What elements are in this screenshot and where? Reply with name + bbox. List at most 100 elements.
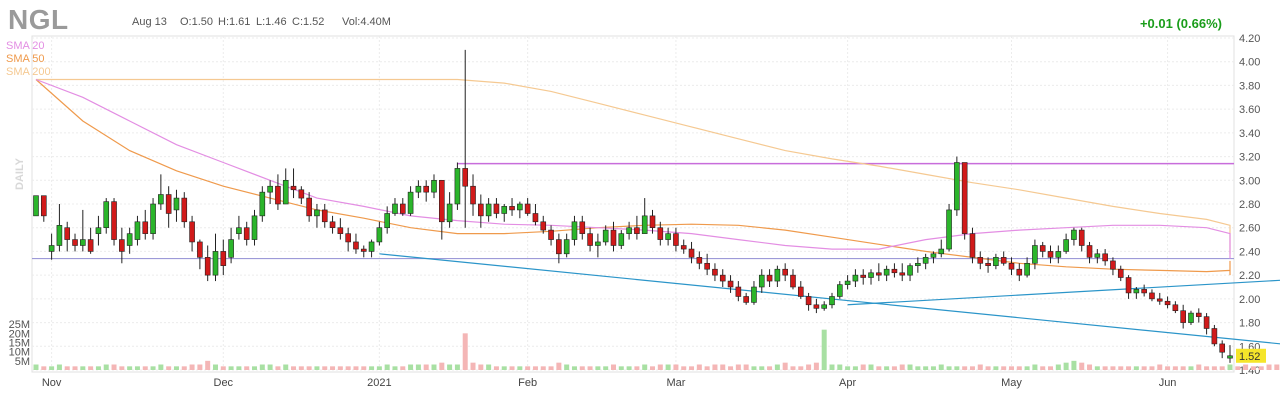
x-tick-label: Nov <box>42 377 62 389</box>
price-tick-label: 2.80 <box>1239 199 1260 211</box>
volume-bar <box>540 366 546 370</box>
candle-body <box>251 215 258 240</box>
volume-bar <box>345 366 351 370</box>
x-tick-label: Mar <box>666 377 685 389</box>
volume-bar <box>1055 364 1061 370</box>
candle-body <box>1203 316 1210 329</box>
candle-body <box>173 197 180 211</box>
candle-body <box>212 251 219 276</box>
candle-body <box>883 268 890 276</box>
volume-bar <box>860 364 866 370</box>
price-tick-label: 2.60 <box>1239 223 1260 235</box>
sma50-legend: SMA 50 <box>6 53 45 65</box>
volume-bar <box>462 333 468 370</box>
candle-body <box>126 233 133 246</box>
candle-body <box>641 215 648 234</box>
volume-bar <box>681 366 687 370</box>
volume-bar <box>88 366 94 370</box>
volume-bar <box>361 366 367 370</box>
volume-bar <box>977 364 983 370</box>
price-tick-label: 3.20 <box>1239 152 1260 164</box>
candle-body <box>969 233 976 258</box>
volume-bar <box>642 364 648 370</box>
volume-bar <box>1188 366 1194 370</box>
volume-bar <box>1243 364 1249 370</box>
volume-bar <box>1204 366 1210 370</box>
volume-bar <box>891 366 897 370</box>
low-value: L:1.46 <box>256 16 287 28</box>
candle-body <box>259 191 266 217</box>
candle-body <box>1102 253 1108 262</box>
candle-body <box>111 201 117 240</box>
candle-body <box>360 248 367 252</box>
candle-body <box>805 296 812 306</box>
candle-body <box>954 162 960 211</box>
volume-bar <box>158 364 164 370</box>
volume-bar <box>142 366 148 370</box>
price-tick-label: 4.00 <box>1239 57 1260 69</box>
candle-body <box>688 248 695 258</box>
candle-body <box>275 185 281 205</box>
volume-tick-label: 10M <box>9 347 30 359</box>
candle-body <box>392 203 398 214</box>
volume-bar <box>205 360 211 370</box>
volume-bar <box>95 366 101 370</box>
volume-bar <box>868 364 874 370</box>
candle-body <box>415 185 422 193</box>
volume-bar <box>1149 366 1155 370</box>
candle-body <box>829 296 835 306</box>
volume-value: Vol:4.40M <box>342 16 391 28</box>
volume-bar <box>33 364 39 370</box>
candle-body <box>1071 229 1077 240</box>
volume-bar <box>150 366 156 370</box>
volume-bar <box>610 364 616 370</box>
volume-bar <box>1024 366 1030 370</box>
candle-body <box>142 221 149 234</box>
candle-body <box>915 262 921 266</box>
candle-body <box>439 179 445 223</box>
volume-bar <box>439 362 445 370</box>
open-value: O:1.50 <box>180 16 214 28</box>
volume-bar <box>197 364 203 370</box>
candle-body <box>64 227 71 240</box>
volume-bar <box>1102 366 1108 370</box>
last-price-label: 1.52 <box>1239 351 1260 363</box>
price-tick-label: 4.20 <box>1239 33 1260 45</box>
volume-bar <box>767 366 773 370</box>
volume-bar <box>1094 366 1100 370</box>
volume-bar <box>1133 366 1139 370</box>
candle-body <box>509 206 515 211</box>
volume-bar <box>517 366 523 370</box>
candle-body <box>579 221 586 234</box>
volume-bar <box>650 366 656 370</box>
volume-bar <box>1071 360 1077 370</box>
candle-body <box>384 213 390 229</box>
volume-bar <box>564 364 570 370</box>
volume-bar <box>1172 366 1178 370</box>
x-tick-label: May <box>1001 377 1022 389</box>
volume-bar <box>408 364 414 370</box>
candle-body <box>844 280 851 285</box>
volume-bar <box>993 366 999 370</box>
volume-bar <box>1079 362 1085 370</box>
candle-body <box>1141 289 1147 294</box>
volume-bar <box>696 364 702 370</box>
trendline-up <box>847 279 1280 306</box>
candle-body <box>1156 298 1163 302</box>
volume-bar <box>49 366 55 370</box>
candle-body <box>1133 289 1140 294</box>
volume-bar <box>212 364 218 370</box>
candle-body <box>719 274 726 282</box>
volume-bar <box>501 366 507 370</box>
candle-body <box>946 209 952 250</box>
candle-body <box>1024 262 1030 276</box>
volume-bar <box>603 366 609 370</box>
price-tick-label: 2.00 <box>1239 294 1260 306</box>
volume-bar <box>392 366 398 370</box>
candle-body <box>626 227 632 234</box>
sma20-legend: SMA 20 <box>6 40 45 52</box>
candle-body <box>314 209 320 217</box>
candle-body <box>470 185 476 205</box>
volume-bar <box>298 366 304 370</box>
price-tick-label: 1.40 <box>1239 365 1260 377</box>
